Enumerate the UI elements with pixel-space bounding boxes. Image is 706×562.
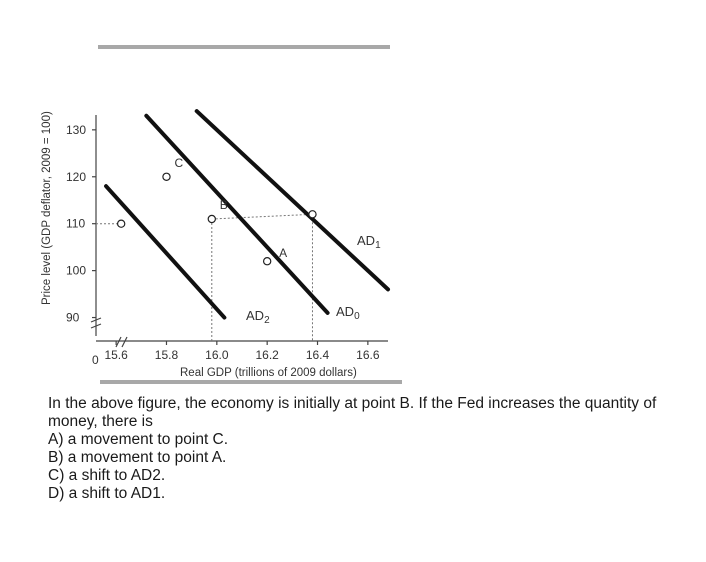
x-tick-label: 16.0 bbox=[205, 348, 229, 362]
curve-label-main: AD bbox=[246, 308, 264, 323]
y-axis-break bbox=[90, 317, 102, 329]
x-tick-label: 15.8 bbox=[155, 348, 179, 362]
guide-lines bbox=[96, 213, 313, 341]
curve-ad2 bbox=[104, 184, 227, 320]
curve-label-sub: 2 bbox=[264, 315, 270, 326]
bottom-divider bbox=[100, 380, 402, 384]
y-axis-label: Price level (GDP deflator, 2009 = 100) bbox=[41, 111, 53, 305]
x-tick-label: 16.4 bbox=[306, 348, 330, 362]
points: C B A bbox=[116, 156, 317, 266]
option-a[interactable]: A) a movement to point C. bbox=[48, 431, 229, 448]
guide-line bbox=[211, 213, 313, 220]
y-tick-label: 100 bbox=[66, 264, 86, 278]
option-d[interactable]: D) a shift to AD1. bbox=[48, 485, 166, 502]
point-label-b: B bbox=[220, 198, 228, 212]
curve-label-sub: 0 bbox=[354, 311, 360, 322]
origin-label: 0 bbox=[92, 353, 99, 367]
point-label-c: C bbox=[174, 156, 183, 170]
point-marker bbox=[162, 172, 171, 181]
option-b[interactable]: B) a movement to point A. bbox=[48, 449, 227, 466]
answer-options: A) a movement to point C. B) a movement … bbox=[48, 431, 678, 503]
x-tick-label: 16.2 bbox=[255, 348, 279, 362]
curve-label-ad2: AD2 bbox=[246, 308, 270, 326]
x-tick-label: 16.6 bbox=[356, 348, 380, 362]
point-marker bbox=[116, 219, 126, 228]
curve-label-main: AD bbox=[336, 304, 354, 319]
question-stem: In the above figure, the economy is init… bbox=[48, 395, 657, 430]
curve-label-ad0: AD0 bbox=[336, 304, 360, 322]
point-marker bbox=[262, 257, 272, 266]
y-tick-label: 120 bbox=[66, 170, 86, 184]
axes bbox=[90, 115, 388, 348]
x-axis-label: Real GDP (trillions of 2009 dollars) bbox=[180, 367, 357, 379]
curve-ad1 bbox=[194, 109, 390, 292]
y-tick-label: 90 bbox=[66, 311, 80, 325]
x-axis-break bbox=[115, 336, 128, 348]
x-ticks: 15.6 15.8 16.0 16.2 16.4 16.6 bbox=[104, 341, 380, 362]
top-divider bbox=[98, 45, 390, 49]
curve-label-main: AD bbox=[357, 233, 375, 248]
curve-label-sub: 1 bbox=[375, 240, 381, 251]
point-marker bbox=[308, 210, 317, 219]
x-tick-label: 15.6 bbox=[104, 348, 128, 362]
aggregate-demand-figure: Price level (GDP deflator, 2009 = 100) 0… bbox=[41, 45, 402, 384]
option-c[interactable]: C) a shift to AD2. bbox=[48, 467, 166, 484]
curve-label-ad1: AD1 bbox=[357, 233, 381, 251]
y-tick-label: 110 bbox=[66, 217, 85, 231]
point-label-a: A bbox=[279, 246, 287, 260]
question: In the above figure, the economy is init… bbox=[48, 395, 678, 503]
y-tick-label: 130 bbox=[66, 123, 86, 137]
y-ticks: 90 100 110 120 130 bbox=[66, 123, 96, 325]
point-marker bbox=[207, 214, 216, 224]
curve-ad0 bbox=[144, 113, 330, 315]
